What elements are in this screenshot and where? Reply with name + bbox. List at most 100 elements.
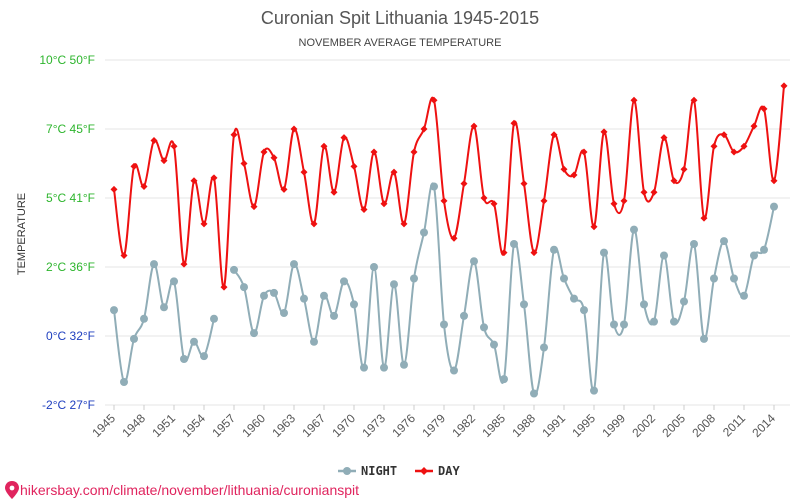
data-point-day	[270, 154, 278, 162]
x-tick-label: 1970	[329, 411, 358, 440]
data-point-day	[680, 165, 688, 173]
data-point-day	[260, 148, 268, 156]
x-tick-label: 1963	[269, 411, 298, 440]
legend-item-night[interactable]: NIGHT	[338, 464, 397, 478]
data-point-night	[710, 274, 718, 283]
data-point-night	[500, 375, 508, 384]
data-point-night	[530, 389, 538, 398]
data-point-day	[590, 223, 598, 231]
data-point-day	[230, 131, 238, 139]
data-point-day	[170, 142, 178, 150]
data-point-day	[580, 148, 588, 156]
data-point-night	[600, 248, 608, 257]
data-point-day	[400, 220, 408, 228]
x-tick-label: 1967	[299, 411, 328, 440]
x-tick-label: 1988	[509, 411, 538, 440]
y-axis-ticks: 10°C 50°F 7°C 45°F 5°C 41°F 2°C 36°F 0°C 32°…	[39, 53, 95, 412]
data-point-night	[290, 260, 298, 269]
data-point-day	[750, 122, 758, 130]
data-point-night	[620, 320, 628, 329]
y-tick-label: 2°C 36°F	[46, 260, 95, 274]
data-point-day	[160, 157, 168, 165]
data-point-night	[460, 311, 468, 320]
data-point-night	[170, 277, 178, 286]
data-point-day	[720, 131, 728, 139]
watermark[interactable]: hikersbay.com/climate/november/lithuania…	[5, 481, 359, 499]
data-point-night	[740, 291, 748, 300]
data-point-day	[690, 96, 698, 104]
data-point-night	[130, 334, 138, 343]
data-point-day	[560, 165, 568, 173]
data-point-night	[550, 245, 558, 254]
data-point-day	[390, 168, 398, 176]
data-point-night	[110, 306, 118, 315]
data-point-day	[770, 177, 778, 185]
data-point-night	[690, 240, 698, 248]
data-point-night	[310, 337, 318, 346]
x-tick-label: 1982	[449, 411, 478, 440]
x-tick-label: 1954	[179, 411, 208, 440]
data-point-night	[360, 363, 368, 372]
data-point-night	[680, 297, 688, 306]
data-point-night	[750, 251, 758, 260]
data-point-night	[380, 363, 388, 372]
data-point-day	[360, 206, 368, 213]
data-point-night	[340, 277, 348, 286]
data-point-day	[520, 180, 528, 188]
x-tick-label: 1957	[209, 411, 238, 440]
y-tick-label: 5°C 41°F	[46, 191, 95, 205]
data-point-night	[470, 257, 478, 266]
data-point-night	[160, 303, 168, 312]
data-point-day	[130, 162, 138, 170]
x-tick-label: 2011	[720, 411, 748, 439]
legend-item-day[interactable]: DAY	[415, 464, 460, 478]
data-point-night	[210, 314, 218, 323]
data-point-day	[420, 125, 428, 133]
data-point-night	[640, 300, 648, 309]
data-point-day	[570, 171, 578, 179]
data-point-night	[200, 352, 208, 361]
data-point-night	[590, 386, 598, 395]
data-point-day	[120, 252, 128, 259]
data-point-night	[580, 306, 588, 315]
data-point-day	[670, 177, 678, 185]
x-tick-label: 1976	[389, 411, 418, 440]
x-tick-label: 1979	[419, 411, 448, 440]
data-point-day	[780, 82, 788, 90]
data-point-day	[460, 180, 468, 188]
watermark-url[interactable]: hikersbay.com/climate/november/lithuania…	[20, 482, 359, 498]
series-night	[110, 182, 778, 398]
x-tick-label: 2002	[629, 411, 658, 440]
data-point-day	[660, 134, 668, 142]
data-point-day	[380, 200, 388, 208]
x-tick-label: 1973	[359, 411, 388, 440]
data-point-day	[710, 142, 718, 150]
data-point-day	[610, 200, 618, 208]
x-tick-label: 2014	[749, 411, 778, 440]
data-point-night	[540, 343, 548, 352]
data-point-day	[250, 203, 258, 211]
data-point-day	[410, 148, 418, 156]
data-point-night	[230, 265, 238, 274]
data-point-day	[700, 214, 708, 222]
data-point-night	[400, 360, 408, 369]
legend-day-label: DAY	[438, 464, 460, 478]
series-lines	[110, 82, 788, 398]
data-point-night	[570, 294, 578, 303]
data-point-day	[320, 142, 328, 150]
legend: NIGHT DAY	[338, 464, 460, 478]
data-point-day	[310, 220, 318, 228]
data-point-day	[300, 168, 308, 176]
data-point-night	[350, 300, 358, 309]
data-point-day	[110, 185, 118, 193]
data-point-day	[450, 234, 458, 242]
data-point-night	[240, 283, 248, 292]
data-point-day	[740, 142, 748, 150]
x-tick-label: 1999	[599, 411, 628, 440]
data-point-day	[550, 131, 558, 139]
data-point-day	[330, 188, 338, 196]
x-tick-label: 1995	[569, 411, 598, 440]
data-point-day	[640, 188, 648, 196]
map-pin-dot	[9, 485, 15, 491]
data-point-night	[190, 337, 198, 346]
